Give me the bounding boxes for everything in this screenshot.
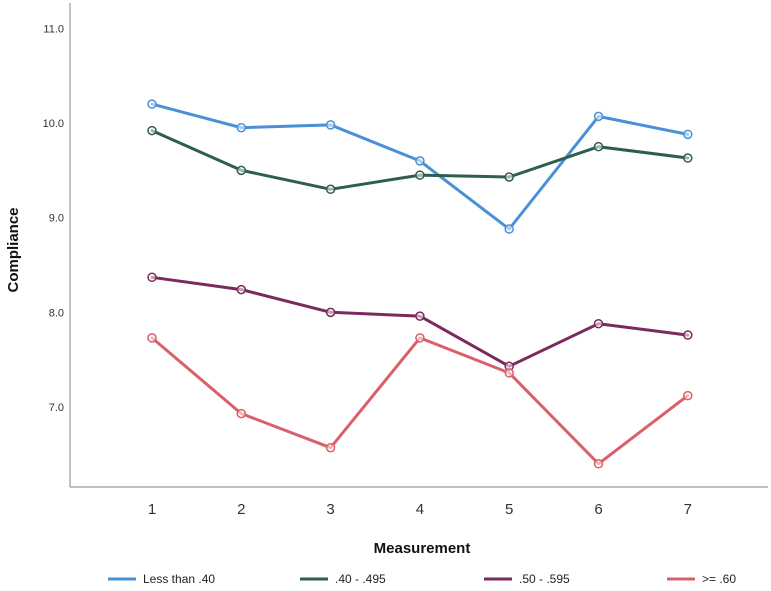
data-point [415, 311, 425, 321]
data-point [683, 153, 693, 163]
legend-item: >= .60 [667, 572, 736, 586]
data-point [147, 125, 157, 136]
x-tick-label: 1 [148, 501, 156, 518]
data-point [593, 459, 604, 469]
legend-label: .50 - .595 [519, 572, 570, 586]
legend-item: Less than .40 [108, 572, 215, 586]
data-point [236, 165, 247, 176]
data-point [236, 122, 247, 133]
x-tick-label: 4 [416, 501, 424, 518]
series-line [150, 336, 690, 466]
data-point [147, 272, 157, 283]
x-tick-label: 6 [594, 501, 602, 518]
data-point [147, 333, 157, 343]
data-point [593, 318, 604, 329]
data-point [236, 408, 247, 419]
data-point [504, 172, 514, 182]
axes [69, 3, 768, 488]
y-tick-label: 9.0 [49, 213, 64, 225]
legend: Less than .40 .40 - .495 .50 - .595 >= .60 [108, 572, 736, 586]
x-tick-label: 2 [237, 501, 245, 518]
data-point [683, 390, 693, 401]
series-4 [147, 333, 693, 469]
data-point [683, 129, 693, 140]
x-tick-label: 7 [684, 501, 692, 518]
legend-item: .40 - .495 [300, 572, 386, 586]
y-tick-label: 11.0 [43, 23, 64, 35]
x-tick-label: 3 [326, 501, 334, 518]
data-point [504, 224, 514, 234]
data-point [415, 333, 425, 343]
x-tick-label: 5 [505, 501, 513, 518]
data-point [325, 442, 336, 453]
series-3 [147, 272, 693, 372]
data-point [415, 156, 425, 166]
data-point [147, 99, 157, 109]
data-point [236, 284, 247, 295]
data-point [325, 120, 336, 130]
data-point [325, 184, 336, 195]
x-tick-labels: 1 2 3 4 5 6 7 [148, 501, 692, 518]
data-point [683, 330, 693, 340]
data-point [593, 141, 604, 152]
series-line [150, 275, 690, 368]
series-2 [147, 125, 693, 195]
series-lines [147, 99, 693, 469]
y-tick-label: 10.0 [43, 118, 64, 130]
series-1 [147, 99, 693, 234]
y-tick-labels: 11.0 10.0 9.0 8.0 7.0 [43, 23, 64, 414]
y-tick-label: 7.0 [49, 402, 64, 414]
legend-label: Less than .40 [143, 572, 215, 586]
legend-item: .50 - .595 [484, 572, 570, 586]
data-point [504, 368, 514, 378]
legend-label: >= .60 [702, 572, 736, 586]
x-axis-title: Measurement [374, 540, 471, 557]
legend-label: .40 - .495 [335, 572, 386, 586]
y-axis-title: Compliance [5, 207, 22, 292]
y-tick-label: 8.0 [49, 307, 64, 319]
data-point [593, 111, 604, 122]
data-point [415, 170, 425, 180]
data-point [325, 307, 336, 318]
